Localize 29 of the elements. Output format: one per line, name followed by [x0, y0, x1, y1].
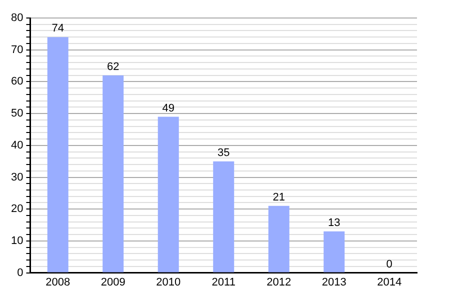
x-tick-label: 2012: [266, 276, 292, 288]
data-label: 74: [52, 22, 64, 35]
data-label: 0: [386, 258, 392, 270]
data-label: 13: [328, 216, 340, 229]
bar: [268, 206, 290, 272]
y-tick-label: 70: [10, 44, 24, 56]
x-tick-label: 2008: [46, 276, 70, 288]
data-label: 62: [106, 60, 120, 73]
data-label: 35: [217, 146, 230, 159]
bar: [213, 161, 234, 272]
y-tick-label: 20: [10, 203, 24, 216]
y-tick-label: 80: [10, 12, 24, 24]
bar: [102, 75, 124, 272]
y-tick-label: 30: [10, 171, 24, 184]
y-tick-label: 40: [10, 139, 24, 152]
x-tick-label: 2014: [377, 276, 402, 288]
y-tick-label: 0: [17, 266, 24, 279]
data-label: 21: [272, 191, 285, 204]
x-tick-label: 2013: [322, 276, 346, 288]
x-tick-label: 2009: [100, 276, 126, 288]
x-tick-label: 2010: [156, 276, 181, 288]
y-tick-label: 50: [10, 108, 24, 120]
data-label: 49: [162, 102, 174, 114]
y-tick-label: 60: [10, 76, 24, 88]
bar: [158, 116, 179, 272]
bar: [324, 231, 345, 272]
x-tick-label: 2011: [212, 276, 236, 288]
y-tick-label: 10: [10, 234, 24, 247]
bar: [47, 37, 68, 272]
